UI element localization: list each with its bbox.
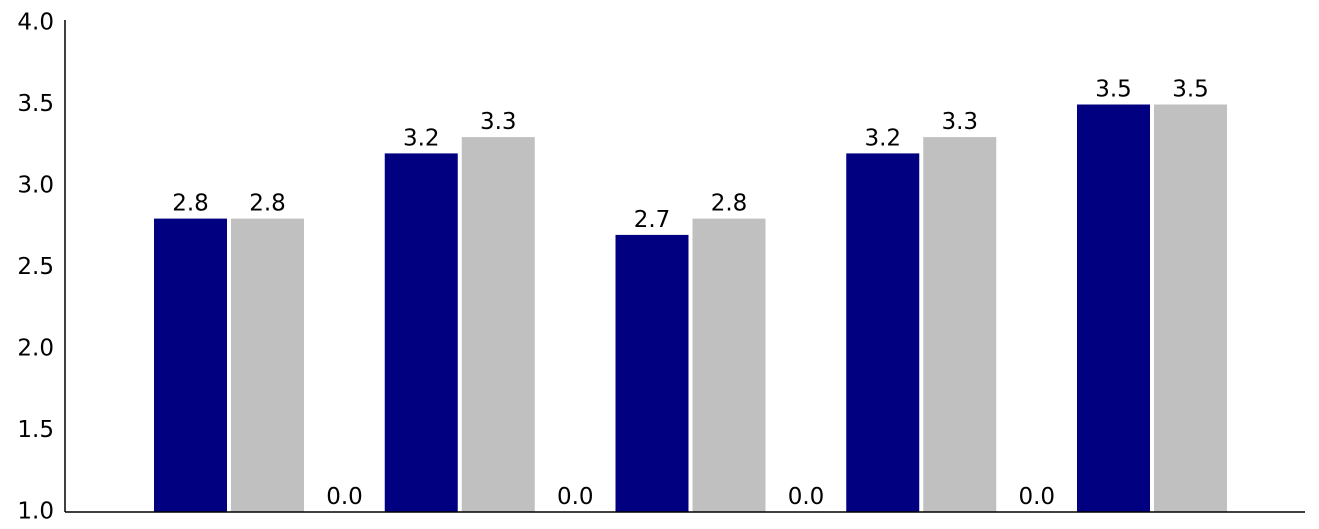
bar-data-labels: 2.8 3.2 2.7 3.2 3.5 2.8 3.3 2.8 3.3 3.5 0.0 0.0 0.0 0…: [172, 77, 1209, 511]
data-label-series_b-group-2: 3.3: [480, 109, 517, 135]
data-label-series_b-group-1: 2.8: [249, 191, 286, 217]
bar-series_b-group-5: [1154, 104, 1227, 512]
y-axis-ticks: 1.0 1.5 2.0 2.5 3.0 3.5 4.0: [17, 10, 54, 525]
data-label-series_a-group-2: 3.2: [403, 125, 440, 151]
axes: [64, 20, 1305, 513]
y-tick-label: 3.0: [17, 173, 54, 199]
bar-series_a-group-5: [1077, 104, 1150, 512]
bar-series_b-group-4: [923, 137, 997, 512]
data-label-series_b-group-4: 3.3: [941, 109, 978, 135]
data-label-series_c-group-3: 0.0: [788, 484, 825, 510]
y-tick-label: 4.0: [17, 10, 54, 36]
bar-series_a-group-3: [615, 234, 689, 512]
data-label-series_a-group-5: 3.5: [1095, 77, 1132, 103]
data-label-series_a-group-1: 2.8: [172, 191, 209, 217]
y-tick-label: 1.5: [17, 417, 54, 443]
data-label-series_b-group-3: 2.8: [711, 191, 748, 217]
bar-series_a-group-4: [846, 153, 920, 512]
data-label-series_c-group-2: 0.0: [557, 484, 594, 510]
data-label-series_a-group-4: 3.2: [864, 125, 901, 151]
bars: [154, 104, 1227, 512]
bar-series_b-group-2: [461, 137, 535, 512]
y-tick-label: 1.0: [17, 499, 54, 525]
y-tick-label: 2.5: [17, 254, 54, 280]
bar-series_a-group-1: [154, 218, 227, 512]
data-label-series_c-group-1: 0.0: [326, 484, 363, 510]
data-label-series_a-group-3: 2.7: [634, 207, 671, 233]
bar-series_b-group-3: [692, 218, 766, 512]
data-label-series_c-group-4: 0.0: [1018, 484, 1055, 510]
y-tick-label: 2.0: [17, 336, 54, 362]
data-label-series_b-group-5: 3.5: [1172, 77, 1209, 103]
bar-series_b-group-1: [231, 218, 304, 512]
bar-series_a-group-2: [384, 153, 458, 512]
y-tick-label: 3.5: [17, 91, 54, 117]
